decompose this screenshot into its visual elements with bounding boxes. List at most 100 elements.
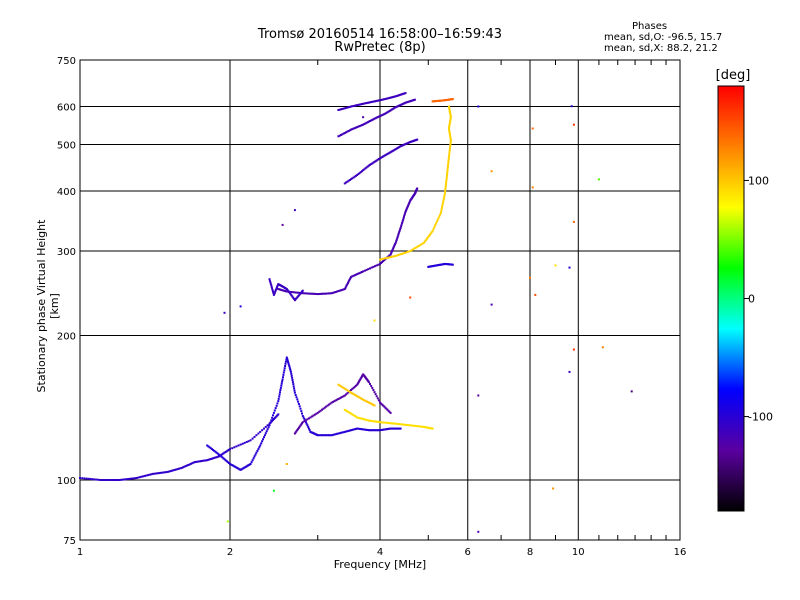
data-point: [347, 106, 350, 109]
data-point: [230, 463, 233, 466]
data-point: [315, 412, 318, 415]
data-point: [265, 430, 268, 433]
data-point: [352, 274, 355, 277]
data-point: [355, 427, 357, 430]
data-point: [287, 290, 290, 293]
data-point: [323, 434, 326, 437]
data-point: [369, 402, 371, 405]
data-point: [274, 289, 277, 292]
data-point: [297, 291, 300, 294]
data-point: [231, 447, 234, 450]
data-point: [284, 360, 287, 363]
data-point: [319, 409, 322, 412]
data-point: [213, 449, 216, 452]
data-point: [290, 291, 293, 293]
data-point: [274, 407, 277, 410]
data-point: [123, 478, 126, 481]
data-point: [371, 387, 374, 389]
data-point: [159, 471, 162, 474]
data-point: [313, 413, 316, 416]
data-point: [375, 429, 378, 432]
data-point: [340, 134, 342, 136]
data-point: [226, 449, 229, 452]
data-point: [332, 291, 335, 294]
data-point: [346, 283, 349, 286]
data-point: [449, 117, 452, 120]
data-point: [597, 178, 600, 181]
data-point: [297, 426, 300, 429]
data-point: [268, 279, 271, 282]
y-tick-label: 100: [57, 476, 76, 487]
data-point: [367, 419, 370, 422]
data-point: [371, 403, 374, 406]
data-point: [355, 415, 357, 418]
data-point: [238, 468, 241, 471]
data-point: [252, 457, 255, 460]
data-point: [325, 434, 328, 437]
data-point: [390, 422, 393, 425]
data-point: [338, 397, 341, 400]
data-point: [373, 160, 376, 163]
data-point: [385, 257, 388, 260]
data-point: [349, 277, 352, 280]
data-point: [384, 428, 387, 431]
data-point: [281, 380, 284, 383]
data-point: [284, 362, 287, 365]
data-point: [272, 290, 274, 293]
data-point: [389, 253, 392, 256]
data-point: [184, 465, 187, 468]
data-point: [397, 234, 400, 237]
data-point: [243, 466, 246, 469]
x-tick-label: 16: [674, 547, 687, 558]
data-point: [380, 114, 383, 117]
data-point: [347, 281, 349, 284]
data-point: [310, 415, 313, 418]
data-point: [398, 229, 401, 232]
data-point: [440, 210, 443, 212]
data-point: [372, 161, 375, 164]
data-point: [333, 400, 336, 403]
x-tick-label: 8: [527, 547, 533, 558]
data-point: [118, 479, 121, 481]
data-point: [431, 427, 434, 430]
data-point: [531, 127, 534, 130]
data-point: [260, 442, 263, 445]
data-point: [369, 101, 371, 104]
data-point: [365, 419, 368, 421]
data-point: [429, 233, 431, 236]
data-point: [357, 381, 360, 384]
data-point: [389, 411, 392, 414]
data-point: [336, 290, 339, 293]
data-point: [359, 124, 362, 127]
data-point: [223, 451, 226, 454]
data-point: [285, 463, 288, 465]
data-point: [428, 234, 431, 237]
data-point: [225, 460, 228, 463]
data-point: [358, 427, 361, 430]
data-point: [367, 101, 370, 104]
data-point: [207, 445, 210, 448]
data-point: [407, 204, 410, 207]
data-point: [289, 367, 292, 370]
data-point: [407, 250, 410, 253]
data-point: [269, 281, 272, 284]
data-point: [337, 398, 340, 400]
data-point: [323, 406, 326, 409]
data-point: [319, 292, 322, 295]
chart-title: Tromsø 20160514 16:58:00–16:59:43: [257, 27, 503, 42]
data-point: [116, 479, 119, 481]
data-point: [304, 421, 307, 424]
data-point: [373, 420, 376, 423]
data-point: [367, 401, 370, 404]
stats-x-mode: mean, sd,X: 88.2, 21.2: [604, 43, 718, 54]
data-point: [407, 202, 410, 205]
data-point: [137, 476, 140, 479]
data-point: [350, 412, 353, 415]
data-point: [364, 167, 367, 170]
data-point: [293, 389, 296, 392]
data-point: [351, 128, 354, 131]
data-point: [355, 394, 357, 397]
x-tick-label: 4: [377, 547, 383, 558]
data-point: [449, 118, 452, 121]
data-point: [89, 478, 92, 480]
